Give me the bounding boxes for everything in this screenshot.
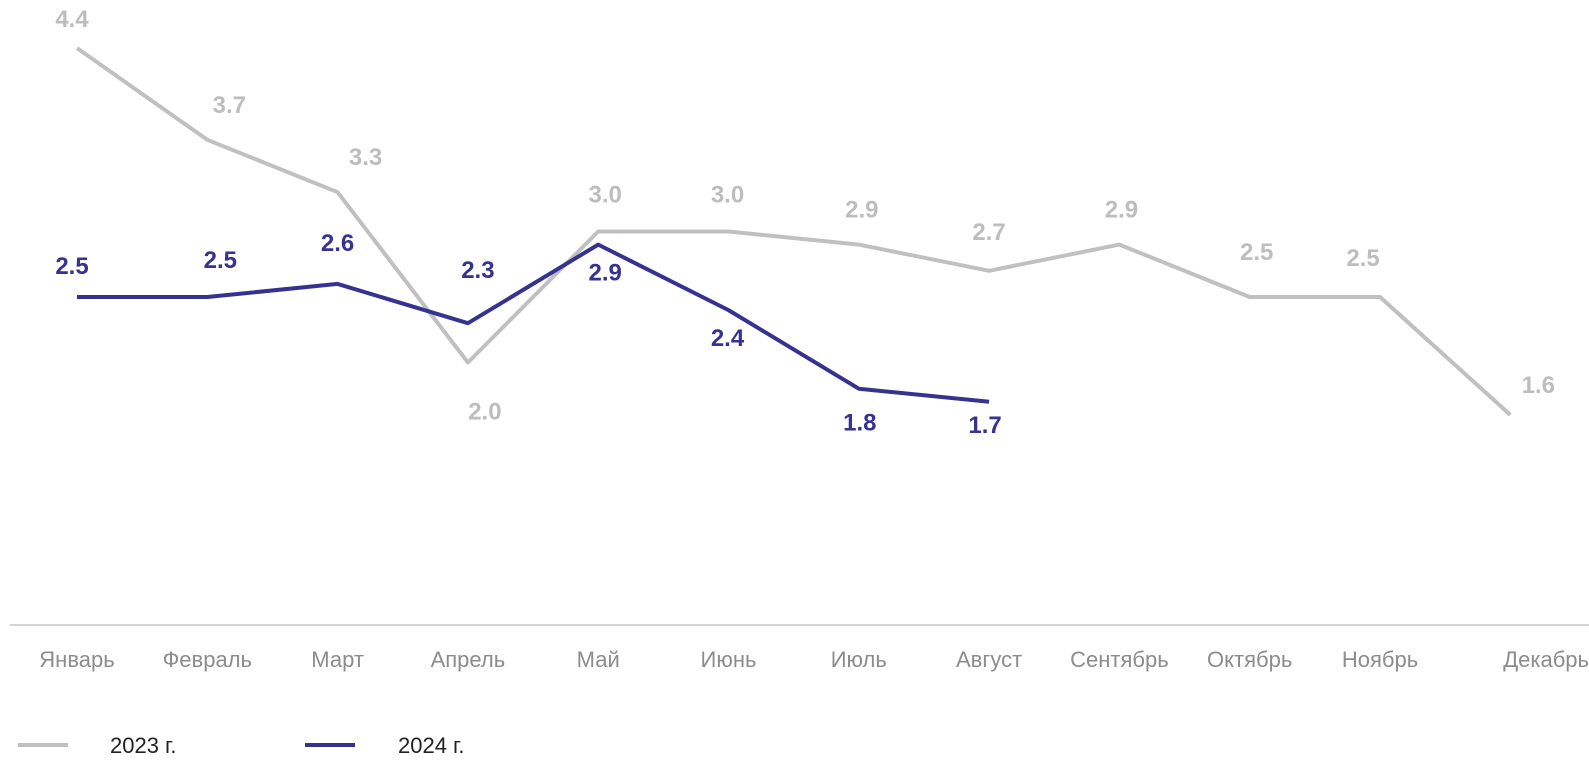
x-tick-label: Июль [831,647,887,672]
x-tick-label: Ноябрь [1342,647,1418,672]
x-tick-label: Май [577,647,620,672]
data-label: 2.5 [55,253,88,280]
data-label: 2.9 [1105,197,1138,224]
legend-label: 2023 г. [110,733,177,758]
data-label: 2.7 [972,219,1005,246]
series-line-2 [77,242,990,404]
data-label: 3.3 [349,144,382,171]
data-label: 1.8 [843,410,876,437]
x-tick-label: Март [311,647,364,672]
legend: 2023 г. 2024 г. [18,733,465,758]
x-tick-label: Апрель [431,647,506,672]
data-label: 2.5 [204,247,237,274]
data-label: 3.0 [589,182,622,209]
x-tick-labels: Январь Февраль Март Апрель Май Июнь Июль Август… [39,647,1589,672]
series-line-1 [75,46,1512,417]
x-tick-label: Июнь [701,647,757,672]
data-label: 2.0 [468,399,501,426]
data-label: 2.5 [1240,239,1273,266]
data-label: 1.6 [1522,372,1555,399]
data-label: 3.7 [213,92,246,119]
x-tick-label: Сентябрь [1070,647,1169,672]
data-label: 2.6 [321,230,354,257]
data-label: 1.7 [968,412,1001,439]
x-tick-label: Декабрь [1503,647,1589,672]
data-labels-layer: 4.4 3.7 3.3 2.0 3.0 3.0 2.9 2.7 2.9 2.5 2.5 1.6 2.5 2… [55,6,1555,439]
x-tick-label: Октябрь [1207,647,1292,672]
data-label: 3.0 [711,182,744,209]
x-tick-label: Февраль [163,647,252,672]
data-label: 2.4 [711,325,745,352]
data-label: 2.5 [1346,245,1379,272]
data-label: 2.9 [589,260,622,287]
series-layer [75,46,1512,417]
legend-label: 2024 г. [398,733,465,758]
data-label: 2.3 [461,257,494,284]
x-tick-label: Январь [39,647,114,672]
data-label: 4.4 [55,6,89,33]
data-label: 2.9 [845,197,878,224]
x-tick-label: Август [956,647,1022,672]
